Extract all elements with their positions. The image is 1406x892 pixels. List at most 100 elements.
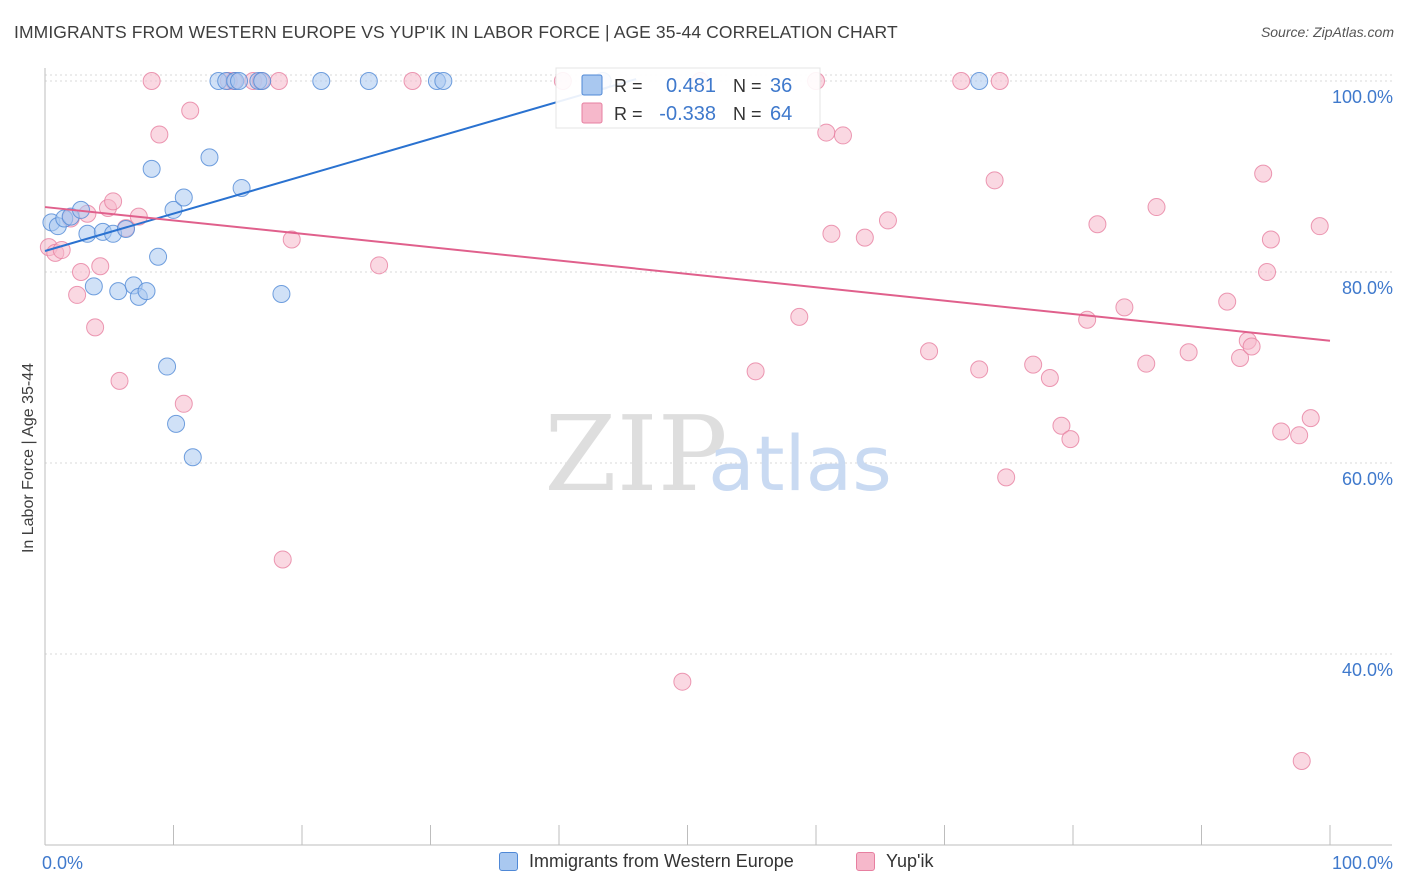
y-tick-label-60: 60.0%	[1342, 469, 1393, 489]
yupik-point-58	[1254, 164, 1273, 183]
legend-item-western-europe[interactable]: Immigrants from Western Europe	[499, 851, 794, 872]
western-europe-point-14	[142, 159, 161, 178]
yupik-point-41	[985, 171, 1004, 190]
stats-legend-pink-swatch	[581, 102, 603, 124]
yupik-point-64	[1301, 409, 1320, 428]
stats-legend-pink-n-value: 64	[770, 103, 792, 125]
western-europe-point-15	[149, 247, 168, 266]
yupik-point-28	[673, 672, 692, 691]
western-europe-point-17	[167, 414, 186, 433]
watermark-zip: ZIP	[544, 393, 727, 515]
yupik-point-31	[790, 307, 809, 326]
yupik-trend-line	[44, 206, 1331, 342]
stats-legend-blue-n-value: 36	[770, 75, 792, 97]
yupik-point-15	[150, 125, 169, 144]
western-europe-point-20	[183, 448, 202, 467]
yupik-point-22	[269, 72, 288, 90]
stats-legend-blue-r-value: 0.481	[666, 75, 716, 97]
yupik-point-37	[878, 211, 897, 230]
yupik-point-51	[1137, 354, 1156, 373]
yupik-point-17	[181, 101, 200, 120]
tick-labels: 100.0% 80.0% 60.0% 40.0% 0.0% 100.0%	[42, 87, 1393, 873]
yupik-point-16	[174, 394, 193, 413]
western-europe-point-16	[158, 357, 177, 376]
stats-legend-pink-n-label: N =	[733, 104, 762, 124]
western-europe-point-25	[230, 72, 249, 90]
yupik-point-63	[1292, 751, 1311, 770]
yupik-point-45	[1040, 369, 1059, 388]
yupik-point-44	[1024, 355, 1043, 374]
stats-legend-blue-swatch	[581, 74, 603, 96]
yupik-point-55	[1231, 348, 1250, 367]
western-europe-point-30	[312, 72, 331, 90]
western-europe-point-9	[84, 277, 103, 296]
western-europe-trend-line	[44, 78, 637, 252]
yupik-point-24	[282, 230, 301, 249]
stats-legend-pink-r-label: R =	[614, 104, 643, 124]
legend-swatch-blue	[499, 852, 518, 871]
western-europe-point-35	[970, 72, 989, 90]
yupik-point-8	[91, 257, 110, 276]
watermark: ZIP atlas	[544, 393, 891, 515]
yupik-point-42	[990, 72, 1009, 90]
yupik-point-30	[746, 362, 765, 381]
yupik-point-40	[970, 360, 989, 379]
yupik-point-38	[920, 342, 939, 361]
yupik-point-10	[104, 192, 123, 211]
yupik-point-49	[1088, 215, 1107, 234]
western-europe-point-29	[272, 284, 291, 303]
western-europe-point-13	[137, 282, 156, 301]
source-label: Source: ZipAtlas.com	[1260, 24, 1394, 40]
yupik-point-60	[1261, 230, 1280, 249]
yupik-point-65	[1310, 217, 1329, 236]
y-tick-label-100: 100.0%	[1332, 87, 1393, 107]
yupik-point-7	[86, 318, 105, 337]
western-europe-point-21	[200, 148, 219, 167]
yupik-point-11	[110, 371, 129, 390]
x-tick-label-min: 0.0%	[42, 853, 83, 873]
western-europe-point-19	[174, 188, 193, 207]
grid-lines	[45, 74, 1392, 655]
series-legend: Immigrants from Western Europe Yup'ik	[0, 851, 1406, 879]
yupik-point-35	[833, 126, 852, 145]
legend-item-yupik[interactable]: Yup'ik	[856, 851, 933, 872]
western-europe-point-33	[434, 72, 453, 90]
yupik-point-23	[273, 550, 292, 569]
yupik-point-36	[855, 228, 874, 247]
stats-legend-blue-r-label: R =	[614, 76, 643, 96]
western-europe-point-28	[253, 72, 272, 90]
yupik-point-47	[1061, 430, 1080, 449]
yupik-point-34	[822, 224, 841, 243]
western-europe-points	[42, 72, 989, 467]
yupik-point-5	[71, 263, 90, 281]
x-tick-label-max: 100.0%	[1332, 853, 1393, 873]
yupik-point-14	[142, 72, 161, 90]
yupik-point-52	[1147, 198, 1166, 217]
axes	[44, 68, 1392, 846]
yupik-point-50	[1115, 298, 1134, 317]
yupik-point-54	[1218, 292, 1237, 311]
stats-legend: R = 0.481 N = 36 R = -0.338 N = 64	[555, 67, 821, 129]
yupik-point-25	[370, 256, 389, 275]
watermark-atlas: atlas	[708, 419, 892, 508]
yupik-point-39	[952, 72, 971, 90]
yupik-point-53	[1179, 343, 1198, 362]
yupik-point-61	[1272, 422, 1291, 441]
yupik-point-4	[68, 285, 87, 304]
y-tick-label-40: 40.0%	[1342, 660, 1393, 680]
y-tick-label-80: 80.0%	[1342, 278, 1393, 298]
western-europe-point-31	[359, 72, 378, 90]
yupik-point-48	[1078, 310, 1097, 329]
yupik-point-43	[997, 468, 1016, 487]
legend-label-yupik: Yup'ik	[886, 851, 934, 871]
chart-title: IMMIGRANTS FROM WESTERN EUROPE VS YUP'IK…	[14, 22, 898, 42]
yupik-point-26	[403, 72, 422, 90]
legend-swatch-pink	[856, 852, 875, 871]
western-europe-point-10	[109, 282, 128, 301]
yupik-point-46	[1052, 416, 1071, 435]
yupik-points	[39, 72, 1329, 770]
stats-legend-pink-r-value: -0.338	[659, 103, 716, 125]
stats-legend-blue-n-label: N =	[733, 76, 762, 96]
yupik-point-57	[1242, 337, 1261, 356]
